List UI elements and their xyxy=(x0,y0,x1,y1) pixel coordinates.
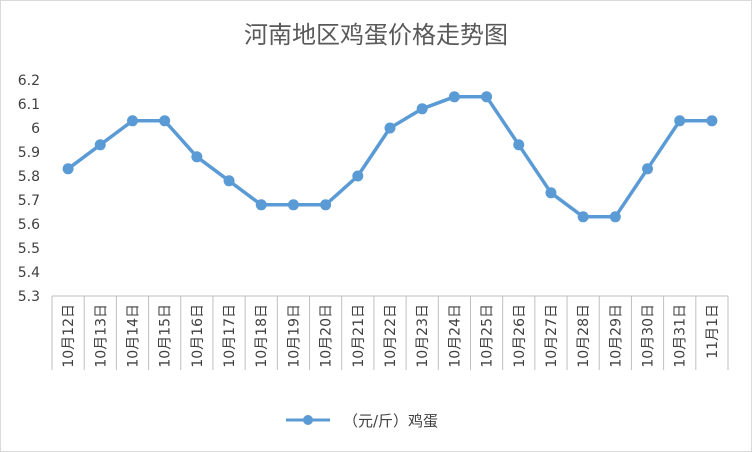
data-point xyxy=(545,187,557,199)
x-tick-label: 10月30日 xyxy=(641,304,657,368)
x-tick-label: 10月29日 xyxy=(608,304,624,368)
x-tick-label: 10月22日 xyxy=(383,304,399,368)
data-point xyxy=(94,139,106,151)
data-point xyxy=(706,115,718,127)
series-layer xyxy=(62,91,718,223)
data-point xyxy=(448,91,460,103)
data-point xyxy=(126,115,138,127)
data-point xyxy=(159,115,171,127)
legend-label: （元/斤）鸡蛋 xyxy=(343,412,438,430)
data-point xyxy=(674,115,686,127)
x-tick-label: 10月21日 xyxy=(351,304,367,368)
legend-point-marker xyxy=(303,415,313,425)
y-tick-label: 5.4 xyxy=(18,265,40,281)
data-point xyxy=(62,163,74,175)
x-tick-label: 10月26日 xyxy=(512,304,528,368)
data-point xyxy=(642,163,654,175)
data-point xyxy=(287,199,299,211)
y-tick-label: 5.7 xyxy=(18,193,40,209)
x-tick-label: 10月14日 xyxy=(125,304,141,368)
data-point xyxy=(481,91,493,103)
y-tick-label: 6.2 xyxy=(18,73,40,89)
data-point xyxy=(352,170,364,182)
data-point xyxy=(513,139,525,151)
x-tick-label: 10月23日 xyxy=(415,304,431,368)
x-tick-label: 10月20日 xyxy=(319,304,335,368)
x-tick-label: 10月16日 xyxy=(190,304,206,368)
data-point xyxy=(191,151,203,163)
x-tick-label: 10月13日 xyxy=(93,304,109,368)
x-tick-label: 10月15日 xyxy=(158,304,174,368)
x-tick-label: 10月31日 xyxy=(673,304,689,368)
x-tick-label: 10月25日 xyxy=(480,304,496,368)
y-axis: 5.3 5.4 5.5 5.6 5.7 5.8 5.9 6 6.1 6.2 xyxy=(18,73,40,305)
data-point xyxy=(577,211,589,223)
legend: （元/斤）鸡蛋 xyxy=(286,412,438,430)
y-tick-label: 5.9 xyxy=(18,145,40,161)
y-tick-label: 6.1 xyxy=(18,97,40,113)
x-tick-label: 10月18日 xyxy=(254,304,270,368)
x-axis: 10月12日 10月13日 10月14日 10月15日 10月16日 10月17日 10月1… xyxy=(51,295,729,370)
x-tick-label: 10月12日 xyxy=(61,304,77,368)
chart-title: 河南地区鸡蛋价格走势图 xyxy=(244,21,508,49)
x-tick-label: 10月17日 xyxy=(222,304,238,368)
y-tick-label: 5.6 xyxy=(18,217,40,233)
y-tick-label: 5.8 xyxy=(18,169,40,185)
data-point xyxy=(223,175,235,187)
x-tick-label: 10月24日 xyxy=(447,304,463,368)
data-point xyxy=(416,103,428,115)
x-tick-label: 10月19日 xyxy=(286,304,302,368)
series-line xyxy=(66,95,714,219)
data-point xyxy=(320,199,332,211)
y-tick-label: 5.5 xyxy=(18,241,40,257)
data-point xyxy=(384,122,396,134)
data-point xyxy=(609,211,621,223)
x-tick-label: 11月1日 xyxy=(705,304,721,359)
x-tick-label: 10月27日 xyxy=(544,304,560,368)
x-tick-label: 10月28日 xyxy=(576,304,592,368)
y-tick-label: 5.3 xyxy=(18,289,40,305)
data-point xyxy=(255,199,267,211)
y-tick-label: 6 xyxy=(31,121,40,137)
